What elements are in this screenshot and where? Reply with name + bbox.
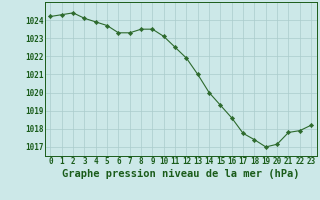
X-axis label: Graphe pression niveau de la mer (hPa): Graphe pression niveau de la mer (hPa)	[62, 169, 300, 179]
